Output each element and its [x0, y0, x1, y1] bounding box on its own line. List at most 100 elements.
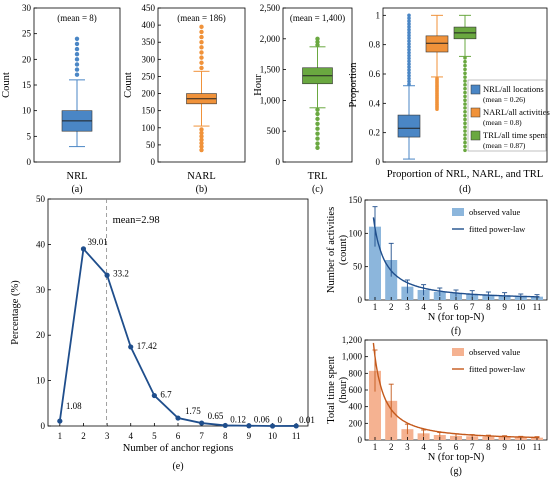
series-2-outlier [463, 125, 467, 129]
panel-g-xtick-label: 9 [502, 442, 507, 452]
outlier-point [199, 147, 204, 153]
series-2-outlier [463, 94, 467, 99]
outlier-point [199, 34, 204, 40]
panel-f-xtick-label: 3 [405, 302, 410, 312]
series-2-outlier [463, 63, 467, 68]
data-label: 6.7 [160, 390, 172, 400]
outlier-point [199, 140, 204, 146]
panel-f-ytick-label: 0 [358, 295, 363, 305]
series-2-outlier [463, 148, 467, 153]
series-0-outlier [407, 16, 411, 21]
panel-f-xtick-label: 8 [486, 302, 491, 312]
outlier-point [315, 39, 320, 45]
panel-f-ytick-label: 150 [349, 195, 363, 205]
panel-g-ytick-label: 600 [349, 385, 363, 395]
panel-c-label: (c) [312, 184, 323, 195]
outlier-point [315, 36, 320, 41]
data-point [222, 422, 228, 429]
panel-a-ytick-label: 25 [22, 29, 32, 39]
series-0-outlier [407, 22, 411, 26]
panel-c-ylabel: Hour [253, 74, 264, 96]
series-2-outlier [463, 117, 467, 122]
legend-label-0: NRL/all locations [483, 84, 544, 94]
panel-d-ytick-label: 0.8 [369, 40, 381, 50]
series-2-outlier [463, 136, 467, 141]
panel-d-ytick-label: 0.2 [369, 128, 380, 138]
panel-g-ytick-label: 1,000 [342, 352, 363, 362]
series-0-outlier [407, 42, 411, 46]
series-2-outlier [463, 83, 467, 87]
panel-f-xtick-label: 4 [421, 302, 426, 312]
outlier-point [199, 134, 204, 139]
panel-d-ylabel: Proportion [348, 62, 359, 108]
series-2-outlier [463, 90, 467, 95]
data-point [246, 423, 252, 429]
legend-label-observed: observed value [469, 207, 520, 217]
panel-b-ytick-label: 250 [142, 71, 156, 81]
outlier-point [74, 57, 80, 62]
series-0-outlier [407, 30, 411, 35]
outlier-point [315, 131, 320, 136]
panel-c-ytick-label: 0 [276, 157, 281, 167]
bar [385, 260, 398, 300]
series-2-outlier [463, 113, 467, 118]
series-2-outlier [463, 59, 467, 64]
series-2-outlier [463, 140, 467, 145]
outlier-point [199, 65, 204, 71]
panel-a-ylabel: Count [1, 72, 12, 98]
panel-e-ytick-label: 0 [41, 421, 46, 431]
series-2-outlier [463, 133, 467, 137]
panel-e-xtick-label: 1 [58, 431, 63, 441]
series-2-outlier [463, 106, 467, 110]
panel-a-ytick-label: 15 [22, 80, 32, 90]
outlier-point [199, 45, 204, 50]
panel-c-frame [282, 7, 353, 163]
outlier-point [315, 145, 320, 151]
panel-g-ytick-label: 800 [349, 368, 363, 378]
outlier-point [199, 127, 204, 132]
outlier-point [74, 52, 80, 57]
panel-g-xtick-label: 4 [421, 442, 426, 452]
panel-g-ytick-label: 200 [349, 418, 363, 428]
panel-b-ytick-label: 150 [142, 106, 156, 116]
legend-note-2: (mean = 0.87) [483, 141, 526, 150]
panel-b-ytick-label: 300 [142, 54, 156, 64]
panel-b-ytick-label: 100 [142, 123, 156, 133]
panel-g-xtick-label: 7 [470, 442, 475, 452]
panel-b-frame [157, 7, 246, 163]
series-2-outlier [463, 86, 467, 91]
panel-b-label: (b) [196, 184, 208, 195]
panel-e-xtick-label: 2 [81, 431, 86, 441]
panel-g-xtick-label: 11 [533, 442, 542, 452]
legend-label-fitted: fitted power-law [469, 364, 526, 374]
series-0-outlier [407, 62, 411, 66]
panel-d-xlabel: Proportion of NRL, NARL, and TRL [387, 169, 543, 180]
series-0-outlier [407, 33, 411, 38]
series-0-outlier [407, 39, 411, 43]
series-2-outlier [463, 75, 467, 79]
panel-g-ytick-label: 0 [358, 435, 363, 445]
panel-a-ytick-label: 30 [22, 3, 32, 13]
panel-f-ytick-label: 50 [353, 262, 363, 272]
panel-g-label: (g) [450, 466, 462, 477]
outlier-point [199, 144, 204, 149]
outlier-point [199, 50, 204, 55]
panel-f-xtick-label: 11 [533, 302, 542, 312]
outlier-point [315, 111, 320, 117]
panel-a-ytick-label: 0 [27, 157, 32, 167]
series-0-outlier [407, 50, 411, 55]
panel-g-xlabel: N (for top-N) [428, 452, 485, 463]
panel-a-label: (a) [71, 184, 82, 195]
legend-label-observed: observed value [469, 347, 520, 357]
panel-e-ytick-label: 30 [36, 285, 46, 295]
panel-e-xtick-label: 9 [247, 431, 252, 441]
data-label: 39.01 [87, 237, 107, 247]
outlier-point [315, 141, 320, 146]
data-label: 0.12 [230, 414, 246, 424]
panel-d-ytick-label: 0.4 [369, 98, 381, 108]
panel-b-ytick-label: 0 [151, 157, 156, 167]
panel-g-xtick-label: 5 [438, 442, 443, 452]
panel-e-xlabel: Number of anchor regions [123, 443, 234, 454]
